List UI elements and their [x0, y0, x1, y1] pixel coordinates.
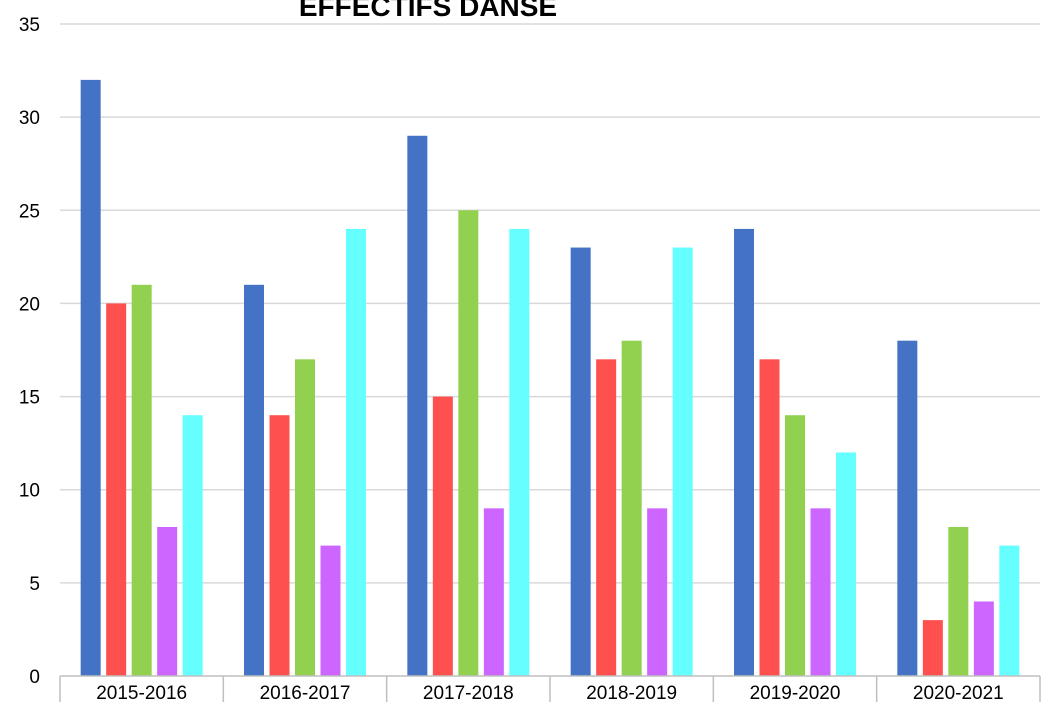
x-tick-label: 2019-2020	[750, 683, 841, 702]
bar	[483, 508, 504, 676]
x-tick-label: 2016-2017	[260, 683, 351, 702]
bar	[672, 247, 693, 677]
bar	[320, 545, 341, 676]
bar	[999, 545, 1020, 676]
y-tick-label: 0	[29, 667, 40, 688]
x-tick-label: 2015-2016	[96, 683, 187, 702]
bar	[244, 284, 264, 676]
bar	[157, 526, 178, 676]
y-tick-label: 35	[19, 15, 40, 36]
bar	[432, 396, 453, 676]
bar	[570, 247, 591, 677]
y-tick-label: 10	[19, 481, 40, 502]
bar	[106, 303, 127, 676]
bar	[509, 228, 530, 676]
y-tick-label: 20	[19, 294, 40, 315]
bar	[295, 359, 315, 676]
bar	[785, 415, 805, 676]
bar	[458, 210, 479, 677]
bar	[734, 228, 754, 676]
x-tick-label: 2018-2019	[586, 683, 677, 702]
y-axis-ticks: 0 5 10 15 20 25 30 35	[19, 15, 40, 688]
y-tick-label: 15	[19, 388, 40, 409]
bar	[131, 284, 152, 676]
bar	[948, 526, 969, 676]
bar	[973, 601, 994, 676]
bar	[647, 508, 668, 676]
bar	[80, 79, 101, 676]
y-tick-label: 30	[19, 108, 40, 129]
bar	[810, 508, 831, 676]
bar	[596, 359, 617, 676]
bar	[836, 452, 856, 676]
bars	[80, 79, 1020, 677]
chart-title: EFFECTIFS DANSE	[299, 0, 557, 22]
bar	[407, 135, 428, 676]
bar	[759, 359, 780, 676]
bar	[269, 415, 290, 676]
bar	[182, 415, 203, 676]
gridlines	[60, 23, 1040, 584]
x-tick-label: 2020-2021	[913, 683, 1004, 702]
bar	[346, 228, 366, 676]
bar	[922, 620, 943, 676]
y-tick-label: 25	[19, 201, 40, 222]
x-tick-label: 2017-2018	[423, 683, 514, 702]
y-tick-label: 5	[29, 574, 40, 595]
x-axis: 2015-2016 2016-2017 2017-2018 2018-2019 2019…	[59, 675, 1041, 702]
bar	[897, 340, 918, 676]
bar	[621, 340, 642, 676]
